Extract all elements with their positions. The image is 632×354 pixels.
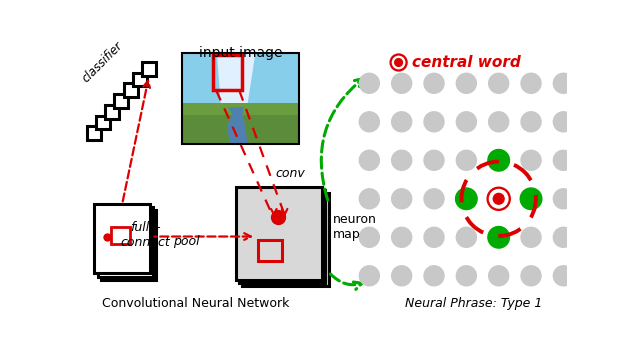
Text: input image: input image [199, 46, 283, 60]
Polygon shape [94, 204, 150, 274]
Circle shape [456, 266, 477, 286]
Polygon shape [87, 126, 100, 140]
Circle shape [489, 73, 509, 93]
Circle shape [392, 56, 404, 69]
Circle shape [360, 227, 379, 247]
Circle shape [392, 112, 411, 132]
Circle shape [521, 150, 541, 170]
Polygon shape [182, 103, 300, 144]
Polygon shape [236, 187, 322, 280]
Polygon shape [227, 107, 248, 144]
Polygon shape [96, 116, 110, 130]
Polygon shape [114, 94, 128, 108]
Circle shape [360, 73, 379, 93]
Circle shape [520, 188, 542, 210]
Text: classifier: classifier [79, 39, 125, 85]
Polygon shape [97, 207, 153, 276]
Circle shape [554, 150, 573, 170]
Circle shape [489, 189, 508, 208]
Circle shape [521, 112, 541, 132]
Polygon shape [182, 53, 300, 103]
Circle shape [489, 266, 509, 286]
Circle shape [395, 59, 403, 66]
Circle shape [554, 112, 573, 132]
Circle shape [488, 227, 509, 248]
Polygon shape [217, 53, 255, 103]
Text: neuron
map: neuron map [333, 213, 377, 241]
Polygon shape [100, 210, 156, 280]
Circle shape [424, 227, 444, 247]
Circle shape [456, 188, 477, 210]
Circle shape [456, 150, 477, 170]
Polygon shape [133, 73, 147, 86]
Circle shape [392, 266, 411, 286]
Circle shape [554, 73, 573, 93]
Circle shape [392, 189, 411, 209]
Circle shape [360, 112, 379, 132]
Circle shape [554, 189, 573, 209]
Text: Neural Phrase: Type 1: Neural Phrase: Type 1 [404, 297, 542, 310]
Circle shape [488, 149, 509, 171]
Polygon shape [242, 193, 329, 286]
Polygon shape [182, 103, 300, 115]
Circle shape [521, 266, 541, 286]
Circle shape [456, 112, 477, 132]
Circle shape [487, 187, 510, 210]
Polygon shape [105, 105, 119, 119]
Text: conv: conv [276, 166, 306, 179]
Polygon shape [239, 190, 325, 283]
Polygon shape [142, 62, 156, 76]
Circle shape [424, 189, 444, 209]
Text: fully-
connect: fully- connect [120, 221, 170, 249]
Circle shape [360, 189, 379, 209]
Circle shape [494, 193, 504, 204]
Circle shape [521, 73, 541, 93]
Circle shape [489, 112, 509, 132]
Circle shape [456, 73, 477, 93]
Circle shape [424, 112, 444, 132]
Circle shape [424, 150, 444, 170]
Circle shape [456, 227, 477, 247]
Circle shape [424, 73, 444, 93]
Circle shape [360, 150, 379, 170]
Circle shape [521, 227, 541, 247]
Text: Convolutional Neural Network: Convolutional Neural Network [102, 297, 289, 310]
Circle shape [392, 150, 411, 170]
Polygon shape [124, 83, 138, 97]
Circle shape [390, 54, 407, 71]
Circle shape [554, 227, 573, 247]
Text: central word: central word [413, 55, 521, 70]
Circle shape [360, 266, 379, 286]
Text: pool: pool [174, 235, 200, 248]
Circle shape [554, 266, 573, 286]
Circle shape [392, 227, 411, 247]
Circle shape [392, 73, 411, 93]
Circle shape [424, 266, 444, 286]
